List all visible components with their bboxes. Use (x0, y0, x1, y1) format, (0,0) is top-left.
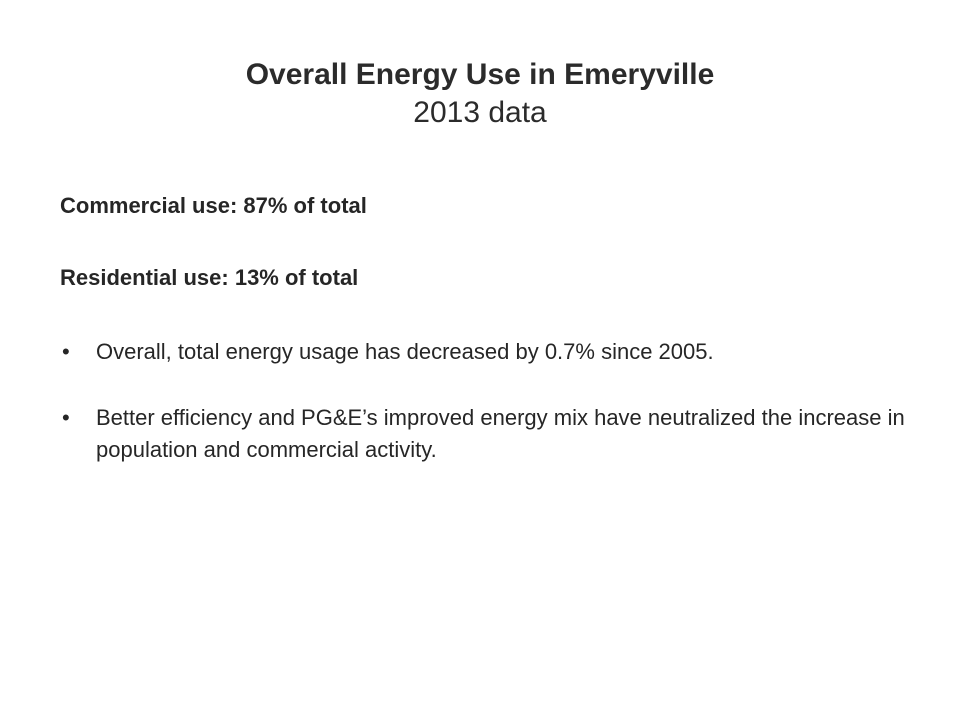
bullet-dot-icon: • (62, 339, 70, 364)
residential-use-line: Residential use: 13% of total (60, 265, 359, 290)
slide-body: Commercial use: 87% of total Residential… (60, 192, 920, 500)
bullet-item: • Better efficiency and PG&E’s improved … (60, 402, 920, 466)
bullet-text: Overall, total energy usage has decrease… (96, 339, 714, 364)
bullet-list: • Overall, total energy usage has decrea… (60, 336, 920, 466)
bullet-text: Better efficiency and PG&E’s improved en… (96, 405, 905, 462)
slide-subtitle: 2013 data (413, 96, 547, 129)
title-block: Overall Energy Use in Emeryville 2013 da… (0, 56, 960, 132)
bullet-dot-icon: • (62, 405, 70, 430)
bullet-item: • Overall, total energy usage has decrea… (60, 336, 920, 368)
commercial-use-line: Commercial use: 87% of total (60, 193, 367, 218)
slide-title: Overall Energy Use in Emeryville (245, 58, 715, 91)
